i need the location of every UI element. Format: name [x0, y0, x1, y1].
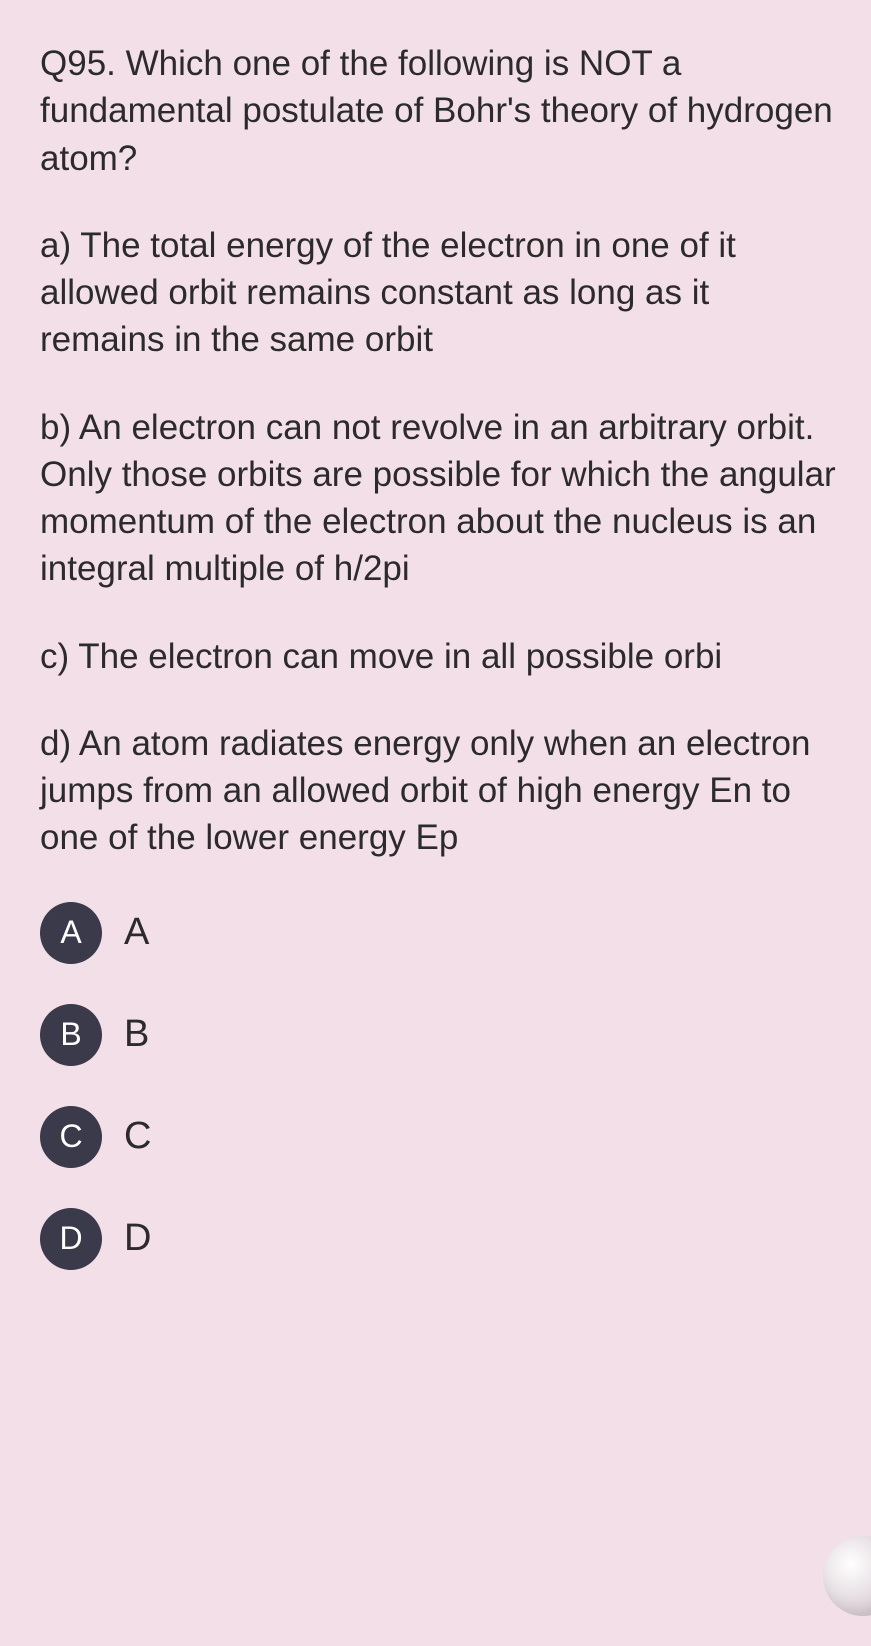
option-c-prefix: c): [40, 637, 69, 676]
answer-choice-c[interactable]: C C: [40, 1106, 841, 1168]
option-b-prefix: b): [40, 408, 71, 447]
option-a: a) The total energy of the electron in o…: [40, 222, 841, 364]
question-number: Q95.: [40, 44, 116, 83]
question-block: Q95. Which one of the following is NOT a…: [40, 40, 841, 182]
answer-label-a: A: [124, 911, 149, 954]
answer-badge-c: C: [40, 1106, 102, 1168]
option-d-text: An atom radiates energy only when an ele…: [40, 724, 810, 858]
answer-choice-b[interactable]: B B: [40, 1004, 841, 1066]
option-c-text: The electron can move in all possible or…: [78, 637, 722, 676]
option-b-text: An electron can not revolve in an arbitr…: [40, 408, 836, 589]
answer-choice-a[interactable]: A A: [40, 902, 841, 964]
option-a-text: The total energy of the electron in one …: [40, 226, 736, 360]
answer-label-c: C: [124, 1115, 151, 1158]
answer-badge-d: D: [40, 1208, 102, 1270]
option-c: c) The electron can move in all possible…: [40, 633, 841, 680]
option-b: b) An electron can not revolve in an arb…: [40, 404, 841, 593]
answer-badge-a: A: [40, 902, 102, 964]
option-d: d) An atom radiates energy only when an …: [40, 720, 841, 862]
answer-label-d: D: [124, 1217, 151, 1260]
answer-label-b: B: [124, 1013, 149, 1056]
answer-badge-b: B: [40, 1004, 102, 1066]
question-text: Which one of the following is NOT a fund…: [40, 44, 833, 178]
floating-action-icon[interactable]: [823, 1536, 871, 1616]
answer-choice-d[interactable]: D D: [40, 1208, 841, 1270]
answer-choices: A A B B C C D D: [40, 902, 841, 1270]
option-d-prefix: d): [40, 724, 71, 763]
option-a-prefix: a): [40, 226, 71, 265]
